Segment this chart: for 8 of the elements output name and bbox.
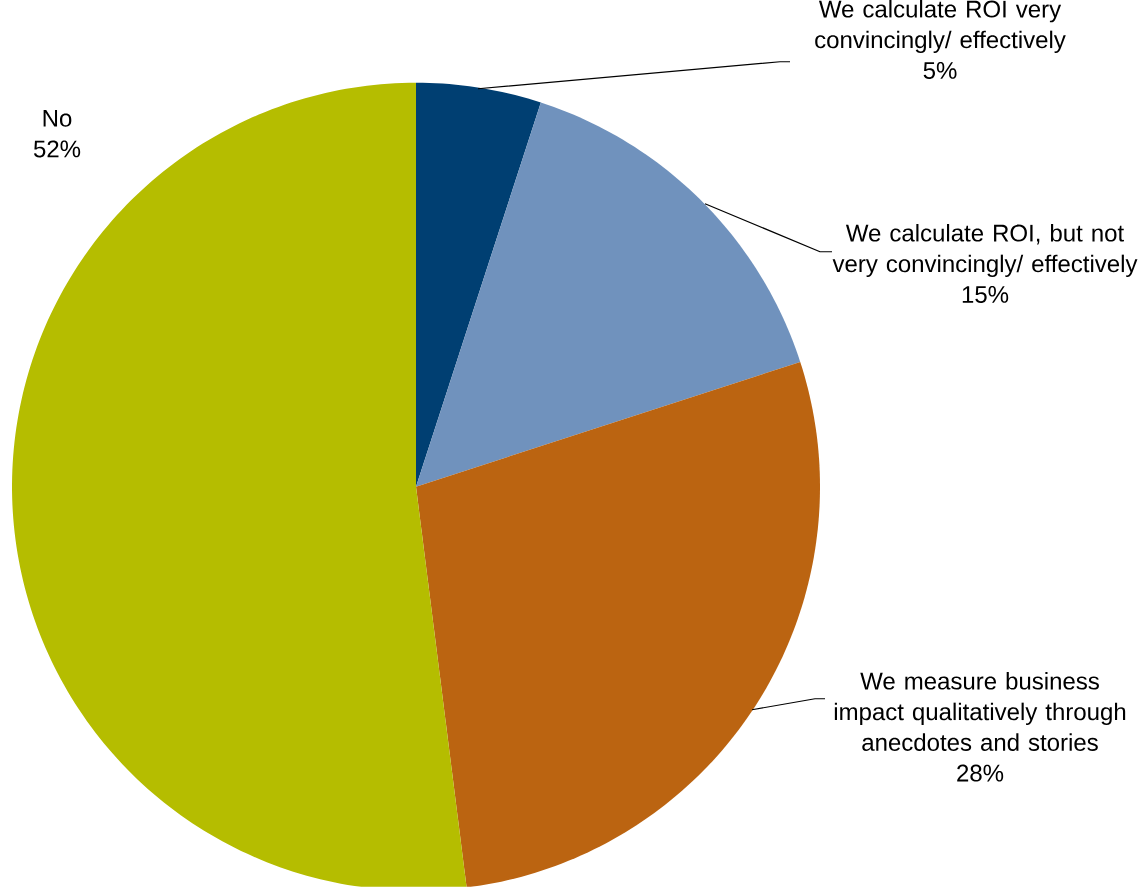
slice-label: No [43,110,72,127]
slice-label: We calculate ROI very convincingly/ effectively [815,0,1066,54]
data-label: 15% [962,286,1009,304]
slice-label: We measure business impact qualitatively through anecdotes and stories [834,672,1126,752]
slice-label: We calculate ROI, but not very convincingly/ effectively [832,224,1138,278]
data-label: 5% [923,62,957,80]
data-label: 28% [957,764,1004,782]
data-label: 52% [33,140,81,158]
